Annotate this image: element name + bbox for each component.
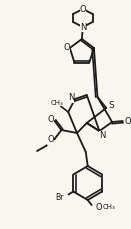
- Text: S: S: [108, 101, 114, 111]
- Text: CH₃: CH₃: [102, 204, 115, 210]
- Text: N: N: [80, 22, 86, 32]
- Text: O: O: [47, 115, 54, 125]
- Text: O: O: [95, 202, 102, 212]
- Text: N: N: [68, 93, 74, 103]
- Text: CH₃: CH₃: [50, 100, 63, 106]
- Text: O: O: [80, 5, 86, 14]
- Text: Br: Br: [56, 193, 64, 202]
- Text: O: O: [124, 117, 131, 125]
- Text: O: O: [64, 44, 70, 52]
- Text: N: N: [99, 131, 106, 139]
- Text: O: O: [47, 136, 54, 144]
